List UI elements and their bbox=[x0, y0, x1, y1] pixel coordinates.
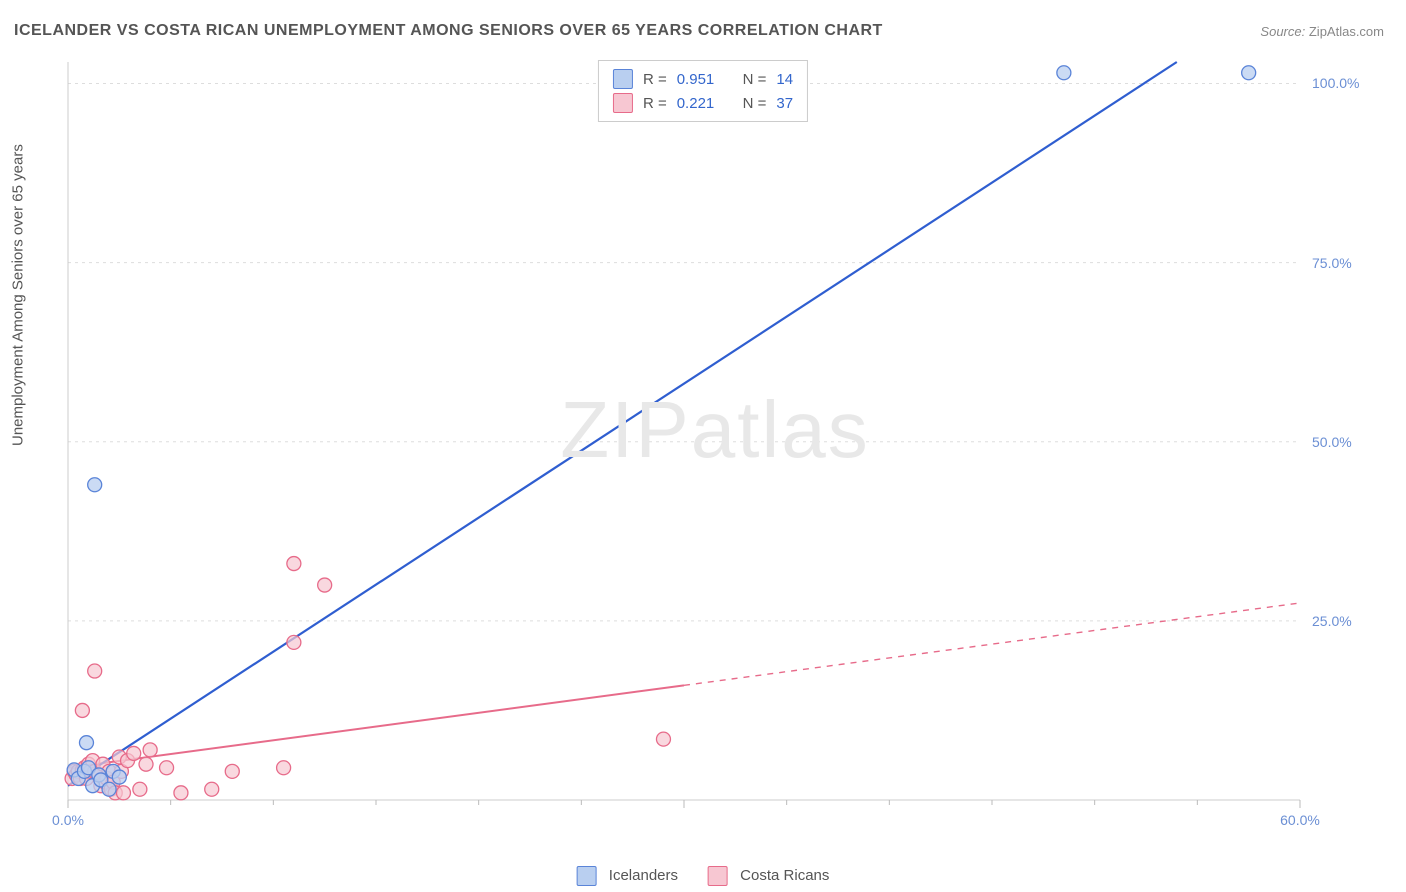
x-tick-label: 60.0% bbox=[1280, 812, 1320, 828]
stats-row: R = 0.951 N = 14 bbox=[613, 67, 793, 91]
chart-svg bbox=[60, 60, 1370, 830]
n-label: N = bbox=[743, 71, 767, 88]
x-tick-label: 0.0% bbox=[52, 812, 84, 828]
y-tick-label: 75.0% bbox=[1312, 255, 1352, 271]
n-label: N = bbox=[743, 95, 767, 112]
correlation-stats-box: R = 0.951 N = 14 R = 0.221 N = 37 bbox=[598, 60, 808, 122]
legend-label: Costa Ricans bbox=[740, 867, 829, 884]
y-tick-label: 100.0% bbox=[1312, 75, 1359, 91]
legend-item: Costa Ricans bbox=[708, 866, 829, 886]
swatch-icon bbox=[577, 866, 597, 886]
y-tick-label: 25.0% bbox=[1312, 613, 1352, 629]
source-attribution: Source: ZipAtlas.com bbox=[1260, 24, 1384, 39]
r-value: 0.951 bbox=[677, 71, 715, 88]
r-value: 0.221 bbox=[677, 95, 715, 112]
chart-plot-area: ZIPatlas bbox=[60, 60, 1370, 830]
swatch-icon bbox=[613, 69, 633, 89]
swatch-icon bbox=[708, 866, 728, 886]
y-tick-label: 50.0% bbox=[1312, 434, 1352, 450]
n-value: 37 bbox=[776, 95, 793, 112]
legend-item: Icelanders bbox=[577, 866, 678, 886]
n-value: 14 bbox=[776, 71, 793, 88]
chart-title: ICELANDER VS COSTA RICAN UNEMPLOYMENT AM… bbox=[14, 22, 883, 40]
stats-row: R = 0.221 N = 37 bbox=[613, 91, 793, 115]
legend-label: Icelanders bbox=[609, 867, 678, 884]
legend: Icelanders Costa Ricans bbox=[577, 866, 830, 886]
r-label: R = bbox=[643, 95, 667, 112]
y-axis-label: Unemployment Among Seniors over 65 years bbox=[10, 144, 27, 446]
source-value: ZipAtlas.com bbox=[1309, 24, 1384, 39]
swatch-icon bbox=[613, 93, 633, 113]
source-label: Source: bbox=[1260, 24, 1305, 39]
r-label: R = bbox=[643, 71, 667, 88]
